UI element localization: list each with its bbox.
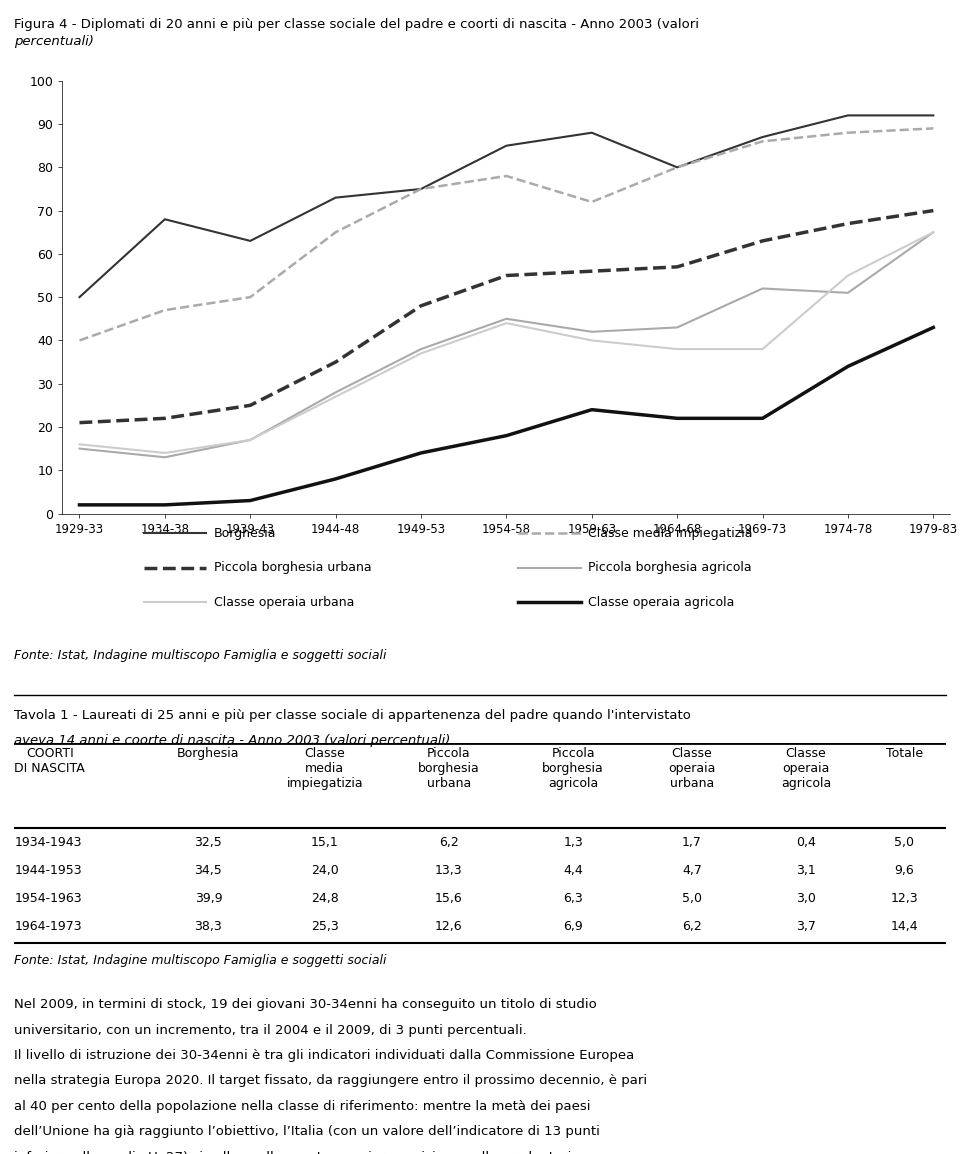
Text: Classe
operaia
urbana: Classe operaia urbana [668,748,716,790]
Text: 25,3: 25,3 [311,921,339,934]
Text: Classe
media
impiegatizia: Classe media impiegatizia [286,748,363,790]
Text: 14,4: 14,4 [891,921,918,934]
Text: Piccola borghesia urbana: Piccola borghesia urbana [214,561,372,575]
Text: dell’Unione ha già raggiunto l’obiettivo, l’Italia (con un valore dell’indicator: dell’Unione ha già raggiunto l’obiettivo… [14,1125,600,1138]
Text: 5,0: 5,0 [683,892,702,905]
Text: 34,5: 34,5 [195,864,223,877]
Text: Fonte: Istat, Indagine multiscopo Famiglia e soggetti sociali: Fonte: Istat, Indagine multiscopo Famigl… [14,954,387,967]
Text: 9,6: 9,6 [895,864,914,877]
Text: 38,3: 38,3 [195,921,223,934]
Text: 6,2: 6,2 [439,835,459,848]
Text: Piccola borghesia agricola: Piccola borghesia agricola [588,561,752,575]
Text: 15,1: 15,1 [311,835,339,848]
Text: 3,7: 3,7 [796,921,816,934]
Text: Piccola
borghesia
agricola: Piccola borghesia agricola [542,748,604,790]
Text: 1954-1963: 1954-1963 [14,892,82,905]
Text: aveva 14 anni e coorte di nascita - Anno 2003 (valori percentuali): aveva 14 anni e coorte di nascita - Anno… [14,734,451,747]
Text: 13,3: 13,3 [435,864,463,877]
Text: Classe
operaia
agricola: Classe operaia agricola [780,748,831,790]
Text: 39,9: 39,9 [195,892,222,905]
Text: 1964-1973: 1964-1973 [14,921,82,934]
Text: 4,4: 4,4 [564,864,583,877]
Text: inferiore alla media Ue27) si colloca alla quarta peggiore posizione nella gradu: inferiore alla media Ue27) si colloca al… [14,1151,580,1154]
Text: Nel 2009, in termini di stock, 19 dei giovani 30-34enni ha conseguito un titolo : Nel 2009, in termini di stock, 19 dei gi… [14,998,597,1011]
Text: 24,8: 24,8 [311,892,339,905]
Text: nella strategia Europa 2020. Il target fissato, da raggiungere entro il prossimo: nella strategia Europa 2020. Il target f… [14,1074,648,1087]
Text: Borghesia: Borghesia [178,748,240,760]
Text: 6,3: 6,3 [564,892,583,905]
Text: 6,9: 6,9 [564,921,583,934]
Text: 15,6: 15,6 [435,892,463,905]
Text: universitario, con un incremento, tra il 2004 e il 2009, di 3 punti percentuali.: universitario, con un incremento, tra il… [14,1024,527,1036]
Text: percentuali): percentuali) [14,35,94,47]
Text: 3,0: 3,0 [796,892,816,905]
Text: 24,0: 24,0 [311,864,339,877]
Text: Classe media impiegatizia: Classe media impiegatizia [588,526,753,540]
Text: Fonte: Istat, Indagine multiscopo Famiglia e soggetti sociali: Fonte: Istat, Indagine multiscopo Famigl… [14,649,387,661]
Text: 3,1: 3,1 [796,864,816,877]
Text: Classe operaia agricola: Classe operaia agricola [588,595,734,609]
Text: 12,3: 12,3 [891,892,918,905]
Text: 1944-1953: 1944-1953 [14,864,82,877]
Text: Totale: Totale [886,748,923,760]
Text: Figura 4 - Diplomati di 20 anni e più per classe sociale del padre e coorti di n: Figura 4 - Diplomati di 20 anni e più pe… [14,18,700,31]
Text: Borghesia: Borghesia [214,526,276,540]
Text: 4,7: 4,7 [683,864,702,877]
Text: 1934-1943: 1934-1943 [14,835,82,848]
Text: Il livello di istruzione dei 30-34enni è tra gli indicatori individuati dalla Co: Il livello di istruzione dei 30-34enni è… [14,1049,635,1062]
Text: 0,4: 0,4 [796,835,816,848]
Text: Classe operaia urbana: Classe operaia urbana [214,595,354,609]
Text: 32,5: 32,5 [195,835,223,848]
Text: 5,0: 5,0 [894,835,914,848]
Text: 1,3: 1,3 [564,835,583,848]
Text: COORTI
DI NASCITA: COORTI DI NASCITA [14,748,85,775]
Text: 12,6: 12,6 [435,921,463,934]
Text: 1,7: 1,7 [683,835,702,848]
Text: al 40 per cento della popolazione nella classe di riferimento: mentre la metà de: al 40 per cento della popolazione nella … [14,1100,591,1112]
Text: Piccola
borghesia
urbana: Piccola borghesia urbana [419,748,480,790]
Text: 6,2: 6,2 [683,921,702,934]
Text: Tavola 1 - Laureati di 25 anni e più per classe sociale di appartenenza del padr: Tavola 1 - Laureati di 25 anni e più per… [14,709,691,721]
